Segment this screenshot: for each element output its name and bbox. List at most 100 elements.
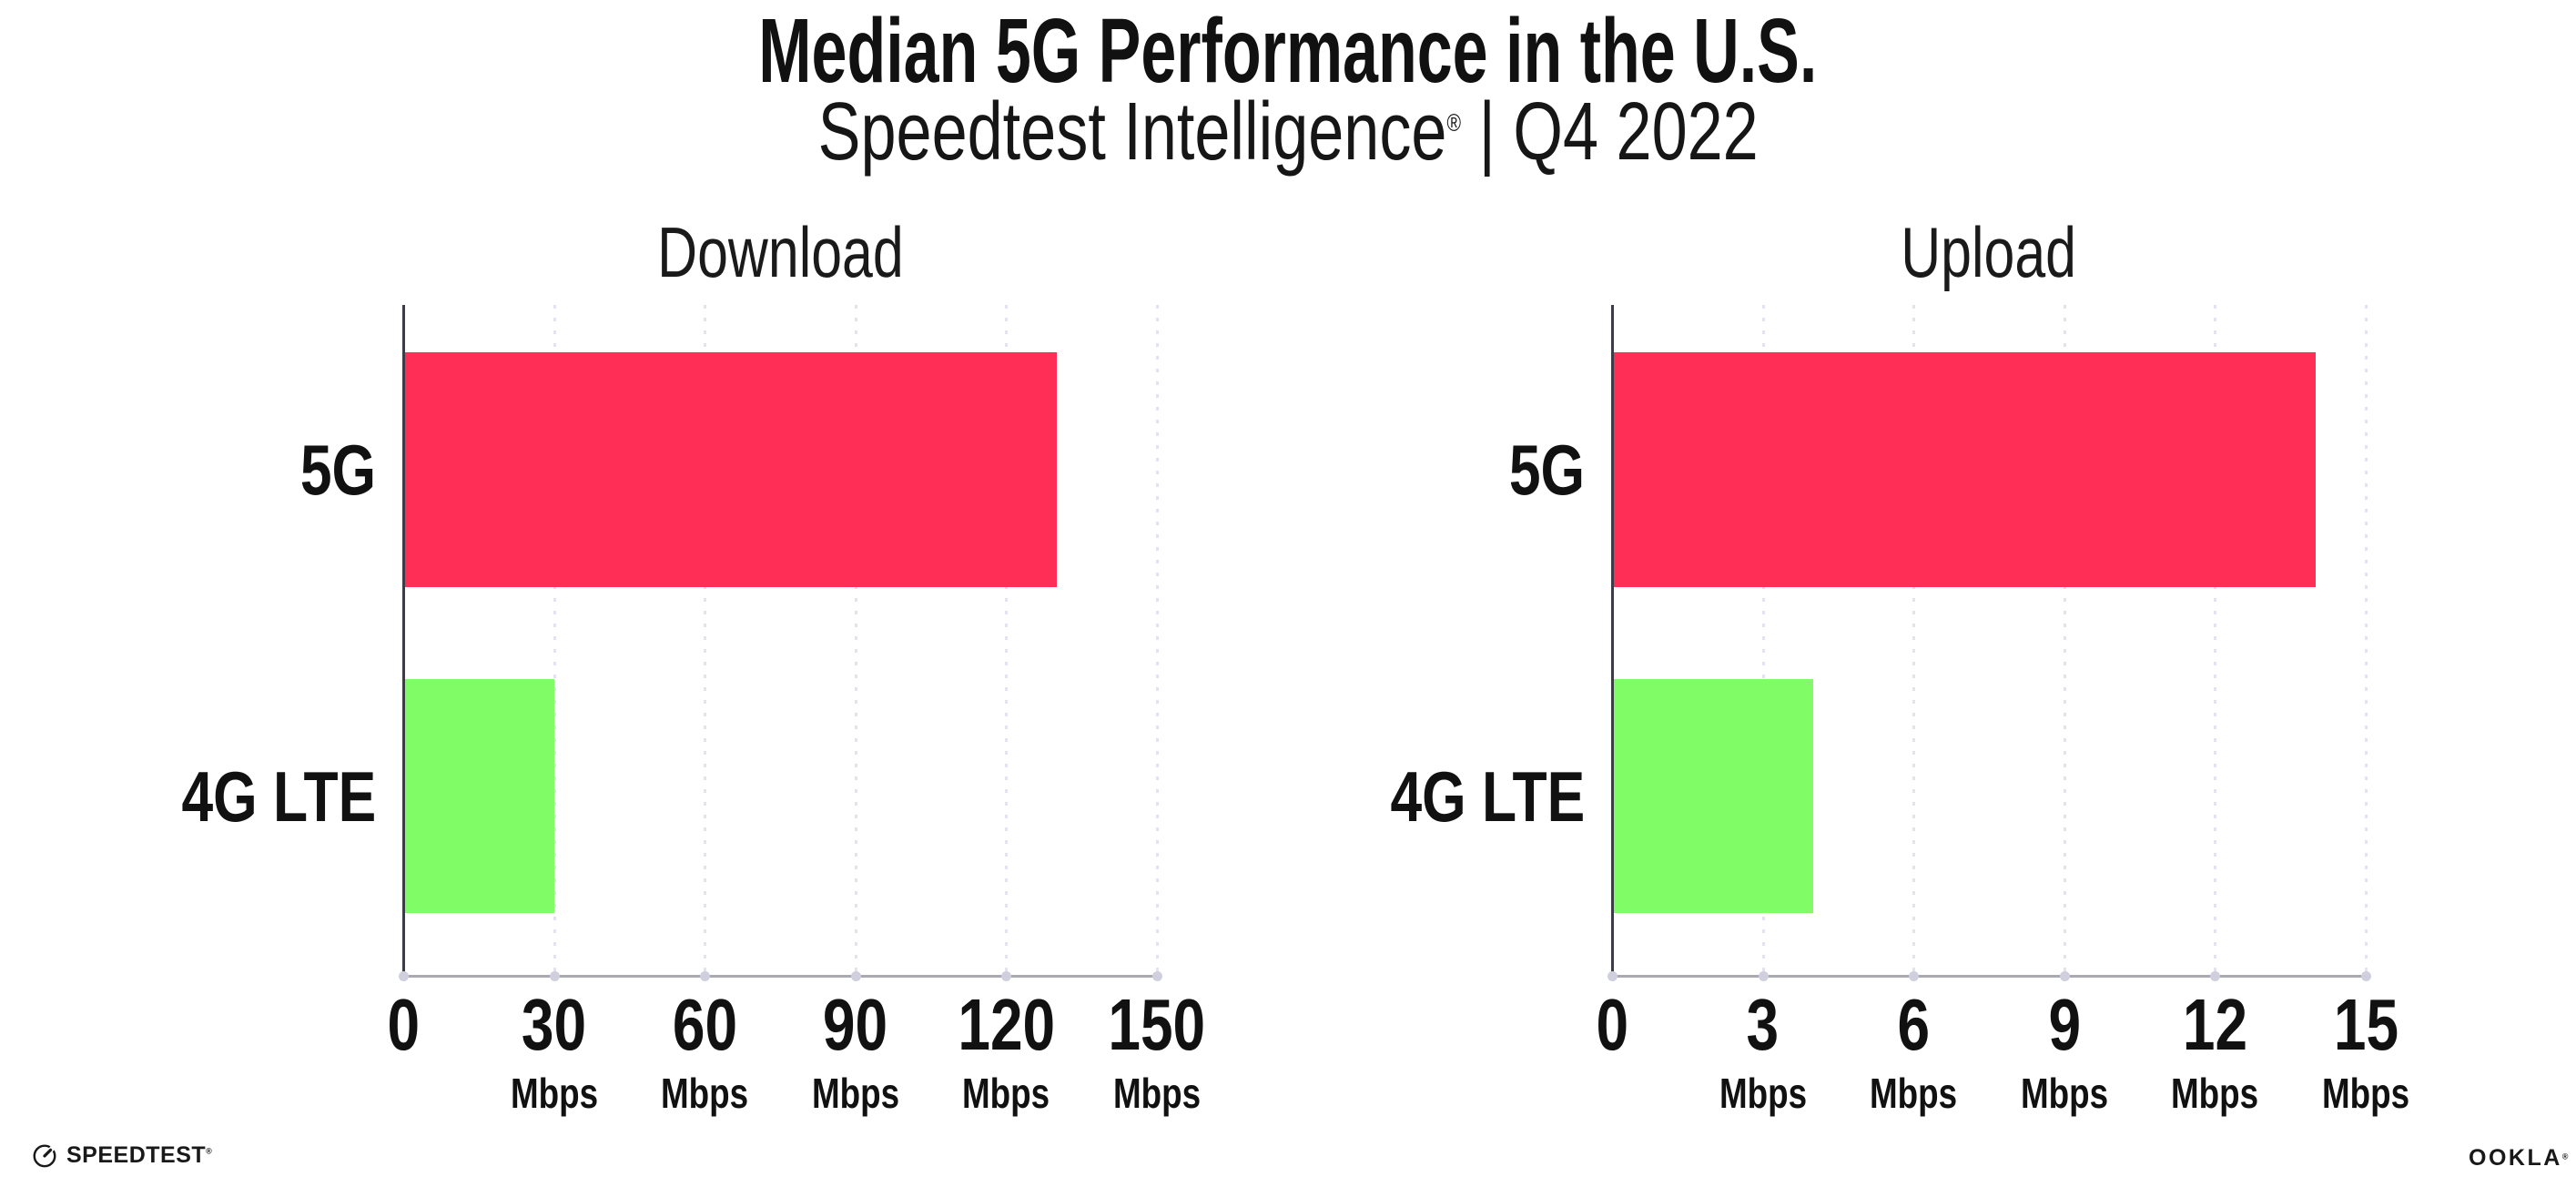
tick-value: 12	[2078, 989, 2351, 1061]
x-tick-0: 0	[267, 989, 540, 1061]
tick-value: 15	[2229, 989, 2502, 1061]
tick-value-text: 6	[1897, 984, 1930, 1065]
axis-tick-dot-0	[1607, 971, 1618, 981]
axis-tick-dot-12	[2210, 971, 2221, 981]
x-tick-15: 15 Mbps	[2229, 989, 2502, 1115]
speedtest-registered-mark: ®	[206, 1146, 213, 1156]
tick-unit-text: Mbps	[661, 1070, 749, 1117]
gridline-120	[1005, 305, 1009, 976]
ookla-registered-mark: ®	[2561, 1151, 2569, 1161]
category-label-5g: 5G	[299, 430, 376, 510]
tick-unit: Mbps	[418, 1072, 691, 1114]
gridline-3	[1761, 305, 1765, 976]
axis-tick-dot-150	[1152, 971, 1162, 981]
axis-tick-dot-120	[1001, 971, 1012, 981]
page-title-text: Median 5G Performance in the U.S.	[758, 0, 1818, 102]
x-tick-90: 90 Mbps	[719, 989, 992, 1115]
axis-tick-dot-9	[2059, 971, 2070, 981]
chart-title-upload: Upload	[1612, 217, 2366, 288]
chart-title-text: Download	[656, 212, 904, 292]
tick-value-text: 60	[672, 984, 737, 1065]
gridline-30	[553, 305, 556, 976]
tick-value: 9	[1928, 989, 2201, 1061]
x-tick-9: 9 Mbps	[1928, 989, 2201, 1115]
plot-area-download: 5G 4G LTE	[181, 305, 1162, 981]
tick-unit-text: Mbps	[1870, 1070, 1958, 1117]
axis-tick-dot-30	[549, 971, 560, 981]
tick-unit-text: Mbps	[962, 1070, 1050, 1117]
x-tick-12: 12 Mbps	[2078, 989, 2351, 1115]
x-tick-60: 60 Mbps	[568, 989, 841, 1117]
tick-unit: Mbps	[869, 1072, 1142, 1114]
tick-unit-text: Mbps	[510, 1070, 598, 1117]
x-tick-150: 150 Mbps	[1020, 989, 1293, 1115]
axis-tick-dot-3	[1758, 971, 1769, 981]
bar-5g	[1612, 352, 2316, 587]
registered-mark: ®	[1446, 109, 1461, 137]
speedtest-logo: SPEEDTEST®	[31, 1140, 212, 1171]
tick-value: 3	[1627, 989, 1900, 1061]
category-label-4g-lte: 4G LTE	[181, 756, 376, 837]
ookla-logo: OOKLA®	[2469, 1147, 2568, 1170]
x-tick-120: 120 Mbps	[869, 989, 1142, 1115]
tick-value-text: 15	[2333, 984, 2399, 1065]
tick-unit: Mbps	[1928, 1072, 2201, 1114]
tick-value-text: 150	[1108, 984, 1206, 1065]
tick-value: 0	[267, 989, 540, 1061]
tick-value: 0	[1476, 989, 1749, 1061]
bar-4g-lte	[403, 679, 554, 913]
tick-unit: Mbps	[719, 1072, 992, 1114]
gridline-90	[854, 305, 857, 976]
gridline-6	[1912, 305, 1916, 976]
speedtest-gauge-icon	[33, 1144, 56, 1168]
tick-unit: Mbps	[2078, 1072, 2351, 1114]
axis-tick-dot-60	[700, 971, 711, 981]
tick-unit-text: Mbps	[1719, 1070, 1807, 1117]
tick-value-text: 0	[387, 984, 420, 1065]
tick-unit-text: Mbps	[2321, 1070, 2410, 1117]
tick-unit-text: Mbps	[2171, 1070, 2259, 1117]
tick-value-text: 0	[1596, 984, 1628, 1065]
x-axis-line	[401, 975, 1160, 978]
x-axis-line	[1610, 975, 2368, 978]
y-axis-line	[1611, 305, 1614, 976]
axis-tick-dot-15	[2361, 971, 2371, 981]
x-tick-3: 3 Mbps	[1627, 989, 1900, 1117]
tick-unit: Mbps	[2229, 1072, 2502, 1114]
chart-title-download: Download	[403, 217, 1157, 288]
page-subtitle: Speedtest Intelligence® | Q4 2022	[0, 91, 2576, 173]
axis-tick-dot-6	[1909, 971, 1920, 981]
x-tick-labels-upload: 0 3 Mbps 6 Mbps 9 Mbps 12 Mbps 15 Mbps	[1596, 989, 2409, 1125]
page-subtitle-text: Speedtest Intelligence® | Q4 2022	[817, 91, 1758, 173]
gridline-9	[2063, 305, 2066, 976]
tick-value: 120	[869, 989, 1142, 1061]
tick-unit: Mbps	[1777, 1072, 2050, 1114]
tick-value: 60	[568, 989, 841, 1061]
axis-tick-dot-0	[399, 971, 409, 981]
subtitle-period: | Q4 2022	[1478, 86, 1759, 178]
tick-value-text: 12	[2182, 984, 2247, 1065]
tick-value: 6	[1777, 989, 2050, 1061]
axis-tick-dot-90	[850, 971, 861, 981]
tick-unit: Mbps	[1020, 1072, 1293, 1114]
subtitle-brand: Speedtest Intelligence	[817, 86, 1447, 178]
gridline-150	[1156, 305, 1159, 976]
y-axis-line	[402, 305, 405, 976]
tick-value-text: 90	[823, 984, 888, 1065]
tick-value: 30	[418, 989, 691, 1061]
chart-upload: Upload 5G 4G LTE 0 3 Mbps 6 Mbps 9 Mbps 12 Mbps 15…	[1390, 209, 2409, 1129]
gridline-12	[2214, 305, 2217, 976]
gridline-15	[2365, 305, 2368, 976]
gridline-60	[704, 305, 707, 976]
x-tick-6: 6 Mbps	[1777, 989, 2050, 1115]
category-label-4g-lte: 4G LTE	[1390, 756, 1585, 837]
bar-4g-lte	[1612, 679, 1813, 913]
tick-value-text: 3	[1746, 984, 1780, 1065]
tick-value: 90	[719, 989, 992, 1061]
x-tick-labels-download: 0 30 Mbps 60 Mbps 90 Mbps 120 Mbps 150 Mbps	[387, 989, 1205, 1125]
plot-area-upload: 5G 4G LTE	[1390, 305, 2371, 981]
tick-value-text: 30	[521, 984, 587, 1065]
tick-value: 150	[1020, 989, 1293, 1061]
bar-5g	[403, 352, 1057, 587]
